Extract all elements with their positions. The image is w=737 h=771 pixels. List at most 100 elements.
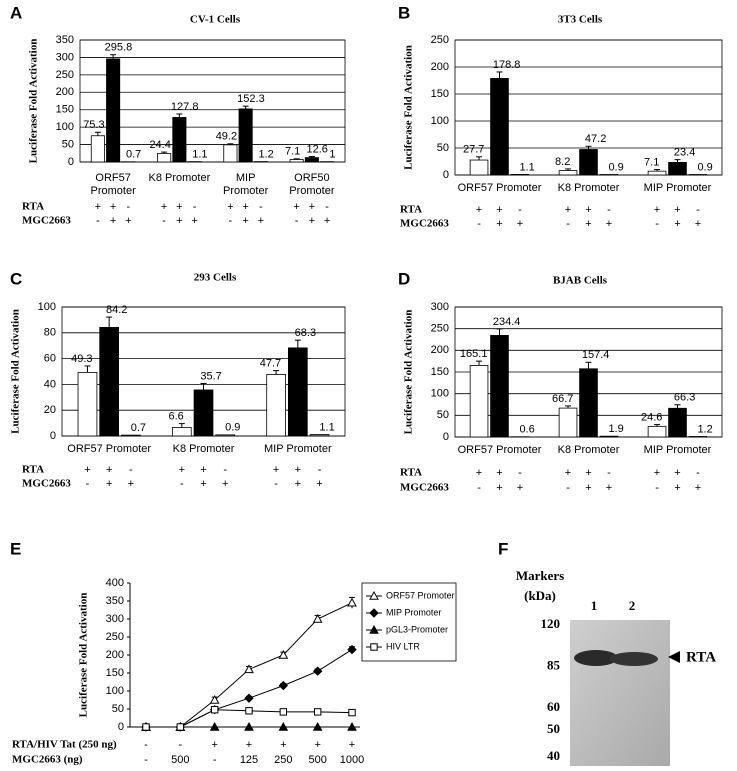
x-tick-label: K8 Promoter — [148, 172, 211, 184]
bar — [238, 108, 253, 163]
condition-sign: + — [293, 201, 299, 213]
data-point — [209, 694, 220, 704]
x-tick-label: ORF57 Promoter — [457, 182, 542, 194]
legend-label: MIP Promoter — [386, 607, 441, 617]
x-tick-label: K8 Promoter — [557, 444, 620, 456]
condition-sign: + — [654, 467, 660, 479]
y-axis-label: Luciferase Fold Activation — [10, 309, 22, 434]
y-tick-label: 100 — [38, 301, 56, 313]
condition-sign: + — [280, 739, 286, 751]
band — [610, 652, 658, 666]
condition-sign: - — [655, 218, 659, 230]
condition-sign: + — [200, 478, 206, 490]
condition-sign: + — [128, 478, 134, 490]
condition-sign: - — [213, 754, 217, 766]
lane-label: 1 — [591, 598, 598, 613]
value-label: 0.7 — [126, 149, 141, 161]
value-label: 66.7 — [552, 393, 573, 405]
value-label: 24.6 — [641, 412, 662, 424]
condition-sign: - — [477, 218, 481, 230]
condition-sign: + — [585, 467, 591, 479]
y-tick-label: 150 — [431, 366, 449, 378]
x-tick-label: MIP Promoter — [643, 182, 712, 194]
value-label: 0.9 — [225, 422, 240, 434]
data-point — [244, 721, 254, 731]
condition-sign: - — [566, 482, 570, 494]
value-label: 127.8 — [171, 101, 199, 113]
value-label: 84.2 — [106, 304, 127, 316]
value-label: 7.1 — [285, 146, 300, 158]
condition-sign: + — [496, 482, 502, 494]
y-tick-label: 50 — [437, 142, 449, 154]
panel-letter: B — [398, 3, 410, 22]
value-label: 0.6 — [519, 424, 534, 436]
data-point — [278, 680, 289, 691]
band-arrow — [668, 651, 680, 663]
condition-sign: + — [476, 204, 482, 216]
condition-sign: + — [211, 739, 217, 751]
x-tick-label: ORF57 Promoter — [457, 444, 542, 456]
condition-label: RTA — [22, 464, 44, 476]
condition-sign: + — [517, 482, 523, 494]
lane-label: 2 — [629, 598, 636, 613]
x-tick-label: ORF57 Promoter — [67, 443, 152, 455]
condition-sign: 125 — [240, 754, 258, 766]
data-point — [142, 723, 150, 731]
condition-sign: + — [176, 201, 182, 213]
condition-sign: + — [106, 464, 112, 476]
bar — [172, 117, 187, 163]
y-tick-label: 350 — [106, 595, 124, 607]
condition-sign: + — [110, 201, 116, 213]
data-point — [312, 613, 323, 623]
bar — [647, 170, 667, 176]
bar — [304, 157, 319, 163]
value-label: 47.2 — [585, 133, 606, 145]
condition-sign: + — [674, 467, 680, 479]
data-point — [245, 707, 253, 715]
value-label: 8.2 — [555, 156, 570, 168]
value-label: 165.1 — [460, 348, 488, 360]
value-label: 49.2 — [216, 131, 237, 143]
condition-sign: + — [496, 467, 502, 479]
condition-sign: + — [349, 739, 355, 751]
markers-label: Markers — [516, 568, 564, 583]
value-label: 7.1 — [644, 156, 659, 168]
bar — [90, 135, 105, 163]
condition-sign: + — [654, 204, 660, 216]
y-tick-label: 50 — [62, 138, 74, 150]
condition-label: MGC2663 — [400, 218, 449, 230]
y-tick-label: 200 — [431, 61, 449, 73]
condition-sign: + — [585, 482, 591, 494]
bar — [157, 153, 172, 163]
y-tick-label: 20 — [44, 404, 56, 416]
condition-sign: + — [246, 739, 252, 751]
bar — [287, 347, 308, 437]
bar — [490, 335, 509, 438]
bar — [668, 407, 687, 438]
condition-sign: + — [176, 215, 182, 227]
condition-sign: - — [223, 464, 227, 476]
y-tick-label: 60 — [44, 353, 56, 365]
condition-sign: + — [496, 218, 502, 230]
value-label: 12.6 — [306, 143, 327, 155]
condition-sign: - — [274, 478, 278, 490]
chart-title: 293 Cells — [194, 272, 237, 284]
condition-sign: + — [110, 215, 116, 227]
y-tick-label: 100 — [431, 115, 449, 127]
panel-letter: A — [10, 3, 22, 22]
marker-label: 85 — [547, 657, 561, 672]
data-point — [278, 721, 289, 731]
condition-sign: + — [674, 482, 680, 494]
condition-sign: + — [242, 201, 248, 213]
condition-sign: 1000 — [340, 754, 364, 766]
chart-title: 3T3 Cells — [558, 14, 603, 26]
y-tick-label: 0 — [68, 156, 74, 168]
condition-sign: + — [258, 215, 264, 227]
y-tick-label: 200 — [106, 649, 124, 661]
condition-sign: + — [316, 478, 322, 490]
value-label: 66.3 — [674, 392, 695, 404]
y-tick-label: 0 — [118, 721, 124, 733]
condition-sign: - — [96, 215, 100, 227]
data-point — [348, 708, 356, 717]
